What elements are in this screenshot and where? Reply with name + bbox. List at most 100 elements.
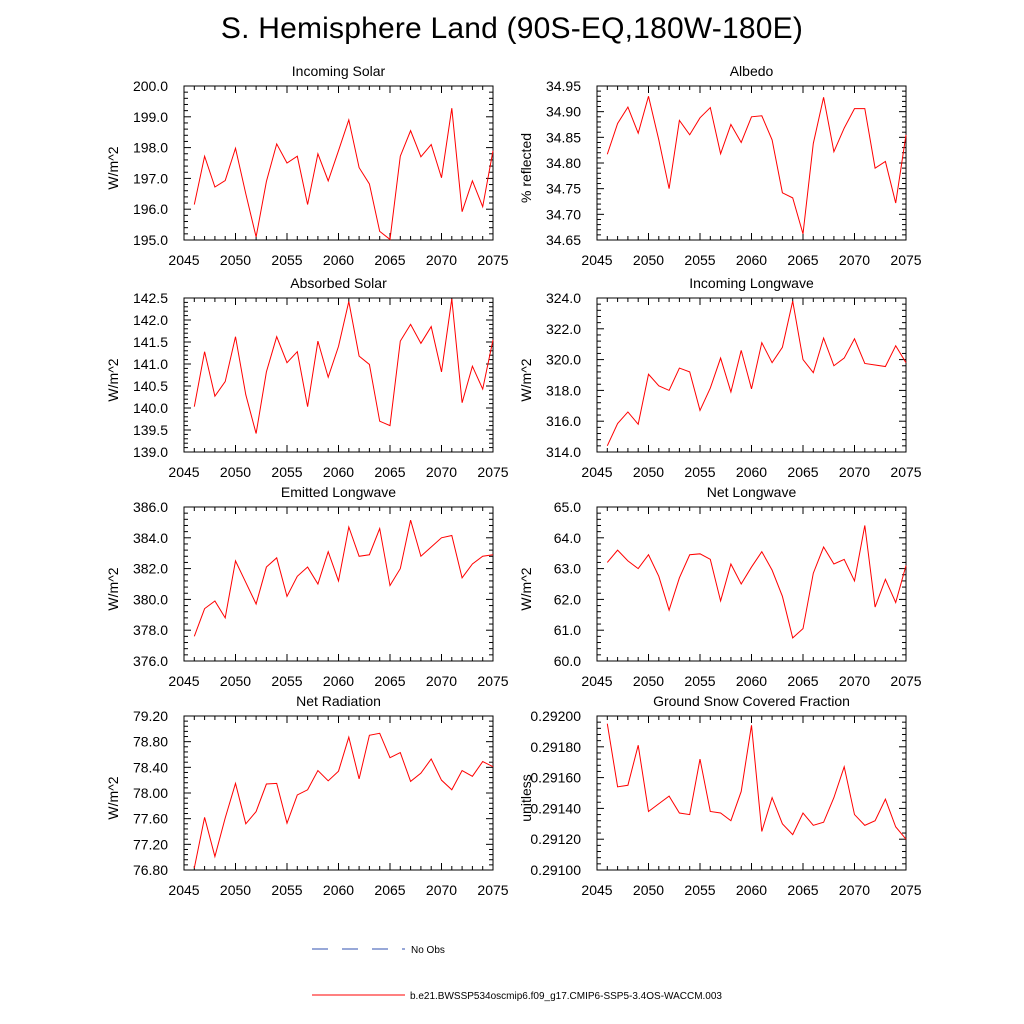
plot-frame — [596, 85, 907, 241]
x-tick-label: 2075 — [477, 464, 508, 480]
x-tick-label: 2050 — [220, 252, 251, 268]
x-tick-label: 2075 — [890, 882, 921, 898]
x-tick-label: 2070 — [426, 882, 457, 898]
x-tick-label: 2050 — [633, 252, 664, 268]
y-tick-label: 142.0 — [133, 312, 168, 328]
plot-frame — [183, 715, 494, 871]
x-tick-label: 2055 — [684, 882, 715, 898]
x-tick-label: 2070 — [839, 673, 870, 689]
y-tick-label: 200.0 — [133, 78, 168, 94]
y-tick-label: 378.0 — [133, 622, 168, 638]
y-tick-label: 380.0 — [133, 591, 168, 607]
panel-albedo: Albedo % reflected 2045 2050 2055 2060 2065 207… — [518, 63, 922, 268]
y-axis-label: W/m^2 — [518, 358, 534, 401]
series-line — [193, 298, 494, 434]
x-tick-label: 2050 — [633, 673, 664, 689]
series-line — [606, 525, 907, 639]
series-line — [606, 723, 907, 840]
x-tick-label: 2050 — [220, 673, 251, 689]
panel-absorbed-solar: Absorbed Solar W/m^2 2045 2050 2055 2060 2065 2… — [105, 275, 509, 480]
x-tick-label: 2065 — [787, 673, 818, 689]
x-tick-label: 2075 — [890, 252, 921, 268]
y-axis-label: W/m^2 — [105, 776, 121, 819]
y-tick-label: 0.29200 — [530, 708, 581, 724]
x-tick-label: 2070 — [426, 252, 457, 268]
y-tick-label: 322.0 — [546, 321, 581, 337]
panel-net-radiation: Net Radiation W/m^2 2045 2050 2055 2060 2065 20… — [105, 693, 509, 898]
y-tick-label: 77.20 — [133, 836, 168, 852]
x-tick-label: 2055 — [271, 464, 302, 480]
x-tick-label: 2065 — [374, 673, 405, 689]
x-tick-label: 2060 — [323, 882, 354, 898]
y-axis-label: % reflected — [518, 133, 534, 203]
y-axis-label: W/m^2 — [518, 567, 534, 610]
y-tick-label: 0.29180 — [530, 739, 581, 755]
page-title: S. Hemisphere Land (90S-EQ,180W-180E) — [220, 12, 804, 45]
y-tick-label: 34.80 — [546, 155, 581, 171]
panel-title: Incoming Solar — [292, 63, 386, 79]
y-axis-label: W/m^2 — [105, 358, 121, 401]
x-tick-label: 2060 — [323, 252, 354, 268]
x-tick-label: 2070 — [839, 464, 870, 480]
x-tick-label: 2060 — [736, 882, 767, 898]
plot-frame — [183, 297, 494, 453]
y-tick-label: 60.0 — [554, 653, 581, 669]
x-tick-label: 2060 — [323, 673, 354, 689]
y-tick-label: 386.0 — [133, 499, 168, 515]
x-tick-label: 2075 — [890, 464, 921, 480]
x-tick-label: 2055 — [271, 252, 302, 268]
y-tick-label: 65.0 — [554, 499, 581, 515]
x-tick-label: 2045 — [581, 673, 612, 689]
plot-frame — [596, 297, 907, 453]
x-tick-label: 2065 — [374, 882, 405, 898]
y-tick-label: 314.0 — [546, 444, 581, 460]
legend: No Obs b.e21.BWSSP534oscmip6.f09_g17.CMI… — [312, 945, 722, 1002]
panel-title: Absorbed Solar — [290, 275, 387, 291]
panel-title: Net Radiation — [296, 693, 381, 709]
y-tick-label: 195.0 — [133, 232, 168, 248]
panel-incoming-solar: Incoming Solar W/m^2 2045 2050 2055 2060 2065 2… — [105, 63, 509, 268]
y-tick-label: 198.0 — [133, 140, 168, 156]
y-tick-label: 64.0 — [554, 530, 581, 546]
x-tick-label: 2045 — [581, 252, 612, 268]
series-line — [193, 519, 494, 637]
y-tick-label: 34.90 — [546, 104, 581, 120]
x-tick-label: 2055 — [684, 464, 715, 480]
panel-title: Incoming Longwave — [689, 275, 814, 291]
x-tick-label: 2065 — [787, 252, 818, 268]
y-axis-label: W/m^2 — [105, 146, 121, 189]
y-tick-label: 324.0 — [546, 290, 581, 306]
series-line — [193, 732, 494, 869]
y-tick-label: 382.0 — [133, 561, 168, 577]
x-tick-label: 2075 — [477, 673, 508, 689]
y-tick-label: 78.00 — [133, 785, 168, 801]
legend-model-label: b.e21.BWSSP534oscmip6.f09_g17.CMIP6-SSP5… — [410, 991, 722, 1002]
y-tick-label: 316.0 — [546, 413, 581, 429]
series-line — [606, 96, 907, 234]
x-tick-label: 2060 — [736, 673, 767, 689]
panel-title: Albedo — [730, 63, 774, 79]
y-tick-label: 34.70 — [546, 206, 581, 222]
x-tick-label: 2065 — [374, 252, 405, 268]
x-tick-label: 2070 — [426, 673, 457, 689]
y-tick-label: 140.0 — [133, 400, 168, 416]
y-tick-label: 320.0 — [546, 352, 581, 368]
y-tick-label: 34.95 — [546, 78, 581, 94]
y-tick-label: 141.5 — [133, 334, 168, 350]
x-tick-label: 2050 — [220, 882, 251, 898]
x-tick-label: 2055 — [684, 673, 715, 689]
y-tick-label: 78.80 — [133, 734, 168, 750]
y-tick-label: 197.0 — [133, 170, 168, 186]
y-tick-label: 34.75 — [546, 181, 581, 197]
panel-title: Net Longwave — [707, 484, 797, 500]
x-tick-label: 2045 — [168, 252, 199, 268]
y-tick-label: 139.0 — [133, 444, 168, 460]
plot-frame — [596, 715, 907, 871]
x-tick-label: 2045 — [168, 882, 199, 898]
y-tick-label: 376.0 — [133, 653, 168, 669]
x-tick-label: 2065 — [787, 464, 818, 480]
y-tick-label: 77.60 — [133, 811, 168, 827]
x-tick-label: 2060 — [736, 464, 767, 480]
